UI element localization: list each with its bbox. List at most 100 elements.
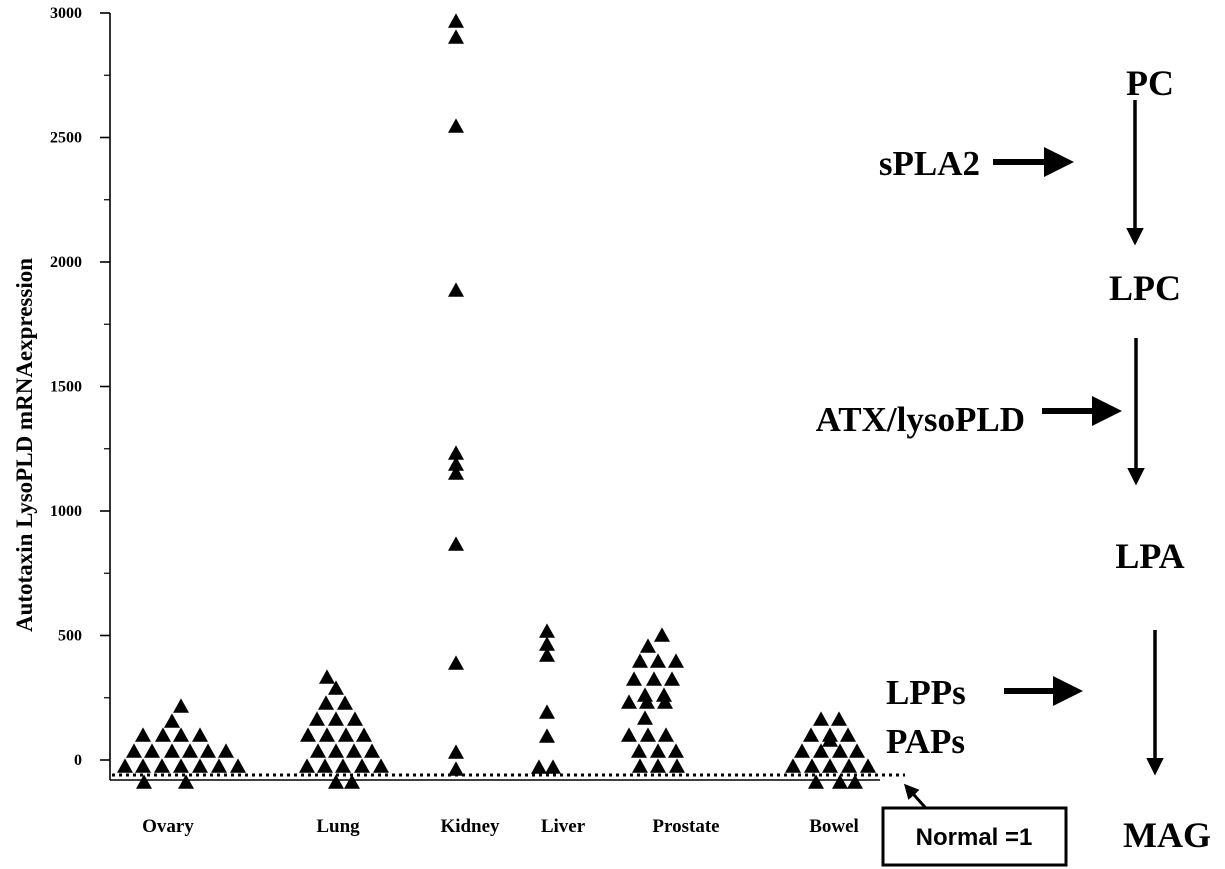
y-ticks: 0 500 1000 1500 2000 2500 3000: [50, 5, 110, 769]
pathway-node-lpa: LPA: [1115, 536, 1184, 576]
y-tick-label: 0: [74, 752, 82, 769]
data-point-marker: [646, 671, 662, 686]
x-category-label: Liver: [541, 816, 586, 837]
data-point-marker: [192, 727, 208, 742]
data-point-marker: [317, 758, 333, 773]
data-point-marker: [813, 743, 829, 758]
data-point-marker: [135, 727, 151, 742]
data-point-marker: [539, 623, 555, 638]
data-point-marker: [309, 711, 325, 726]
y-tick-label: 2000: [50, 254, 82, 271]
data-point-marker: [347, 711, 363, 726]
y-minor-ticks: [104, 74, 110, 699]
data-point-marker: [299, 758, 315, 773]
normal-label: Normal =1: [916, 824, 1033, 851]
data-point-marker: [668, 653, 684, 668]
data-point-marker: [832, 743, 848, 758]
data-point-marker: [539, 704, 555, 719]
data-point-marker: [319, 669, 335, 684]
data-point-marker: [545, 759, 561, 774]
data-point-marker: [640, 638, 656, 653]
data-point-marker: [328, 711, 344, 726]
enzyme-lpps: LPPs: [886, 673, 966, 712]
data-point-marker: [841, 758, 857, 773]
enzyme-atx-lysopld: ATX/lysoPLD: [816, 400, 1025, 439]
data-point-marker: [631, 743, 647, 758]
pathway-node-pc: PC: [1126, 63, 1174, 103]
data-point-marker: [338, 727, 354, 742]
data-point-marker: [117, 758, 133, 773]
y-axis-label: Autotaxin LysoPLD mRNAexpression: [12, 258, 37, 632]
data-point-marker: [637, 687, 653, 702]
data-point-marker: [173, 727, 189, 742]
x-category-label: Kidney: [440, 816, 500, 837]
data-point-marker: [637, 710, 653, 725]
data-point-marker: [155, 727, 171, 742]
enzyme-spla2: sPLA2: [879, 144, 980, 183]
data-point-marker: [621, 727, 637, 742]
data-point-marker: [847, 774, 863, 789]
enzyme-paps: PAPs: [886, 722, 965, 761]
data-point-marker: [448, 744, 464, 759]
data-point-marker: [337, 695, 353, 710]
data-point-marker: [860, 758, 876, 773]
data-point-marker: [164, 743, 180, 758]
data-point-marker: [300, 727, 316, 742]
data-point-marker: [808, 774, 824, 789]
data-point-marker: [448, 655, 464, 670]
data-point-marker: [813, 711, 829, 726]
data-point-marker: [346, 743, 362, 758]
data-point-marker: [822, 732, 838, 747]
data-points: [117, 13, 876, 789]
data-point-marker: [832, 774, 848, 789]
data-point-marker: [200, 743, 216, 758]
y-tick-label: 2500: [50, 130, 82, 147]
data-point-marker: [335, 758, 351, 773]
data-point-marker: [650, 743, 666, 758]
data-point-marker: [539, 636, 555, 651]
data-point-marker: [354, 758, 370, 773]
data-point-marker: [539, 728, 555, 743]
x-category-label: Bowel: [809, 816, 859, 837]
data-point-marker: [650, 653, 666, 668]
data-point-marker: [373, 758, 389, 773]
data-point-marker: [539, 647, 555, 662]
y-tick-label: 1000: [50, 503, 82, 520]
data-point-marker: [144, 743, 160, 758]
data-point-marker: [794, 743, 810, 758]
data-point-marker: [319, 727, 335, 742]
data-point-marker: [626, 671, 642, 686]
data-point-marker: [310, 743, 326, 758]
data-point-marker: [621, 694, 637, 709]
data-point-marker: [831, 711, 847, 726]
pathway-diagram: PC LPC LPA MAG sPLA2 ATX/lysoPLD LPPs PA…: [816, 63, 1211, 855]
data-point-marker: [448, 536, 464, 551]
data-point-marker: [328, 774, 344, 789]
x-category-label: Prostate: [652, 816, 719, 837]
data-point-marker: [650, 758, 666, 773]
data-point-marker: [656, 687, 672, 702]
chart: 0 500 1000 1500 2000 2500 3000 Normal =1 Ovary…: [12, 5, 1068, 867]
data-point-marker: [822, 758, 838, 773]
data-point-marker: [448, 465, 464, 480]
data-point-marker: [448, 761, 464, 776]
data-point-marker: [230, 758, 246, 773]
normal-label-box: [881, 806, 1068, 867]
pathway-node-mag: MAG: [1123, 815, 1211, 855]
data-point-marker: [182, 743, 198, 758]
baseline-group: Normal =1: [112, 773, 1068, 867]
data-point-marker: [173, 698, 189, 713]
data-point-marker: [448, 282, 464, 297]
data-point-marker: [668, 743, 684, 758]
data-point-marker: [211, 758, 227, 773]
data-point-marker: [192, 758, 208, 773]
y-tick-label: 1500: [50, 379, 82, 396]
data-point-marker: [356, 727, 372, 742]
pathway-node-lpc: LPC: [1109, 268, 1181, 308]
y-tick-label: 3000: [50, 5, 82, 22]
data-point-marker: [658, 727, 674, 742]
data-point-marker: [154, 758, 170, 773]
data-point-marker: [135, 758, 151, 773]
data-point-marker: [328, 680, 344, 695]
